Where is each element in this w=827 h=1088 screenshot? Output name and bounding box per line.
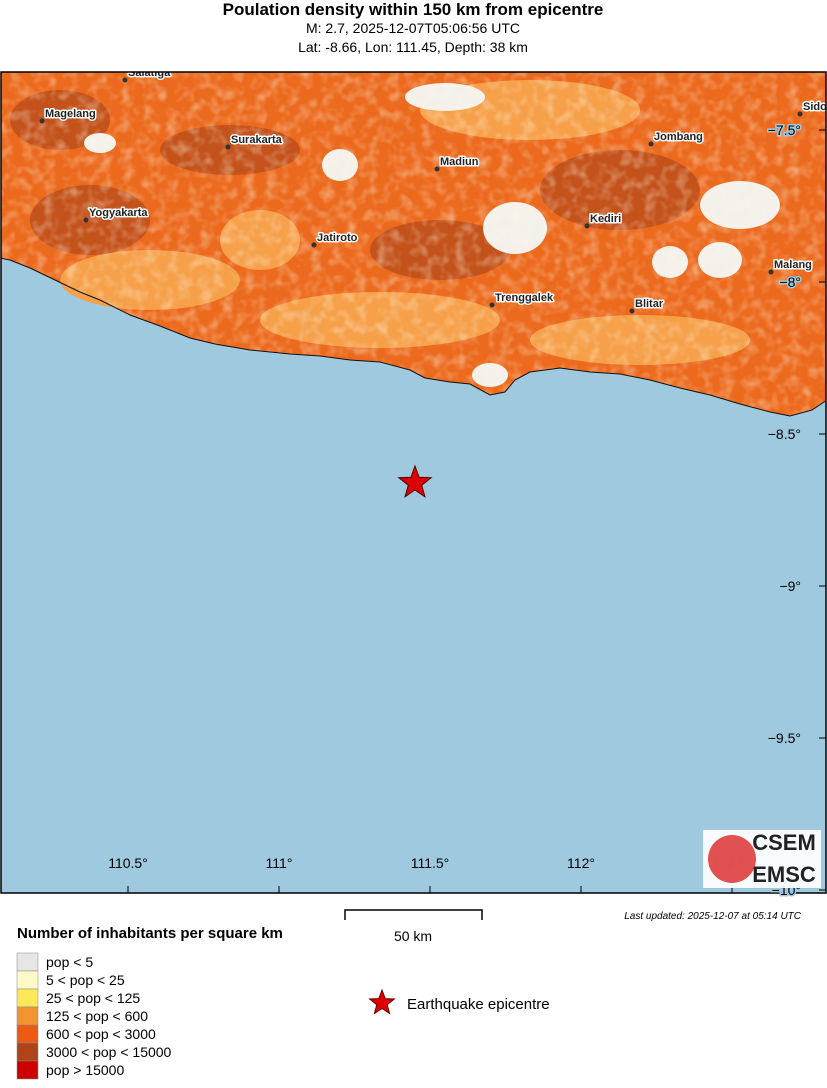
- lon-tick-label: 110.5°: [108, 855, 148, 871]
- scale-bar: 50 km: [345, 910, 482, 944]
- lat-tick-label: −9°: [779, 578, 801, 594]
- city-label: Blitar: [635, 298, 664, 310]
- city-label: Kediri: [590, 213, 621, 225]
- subtitle: Lat: -8.66, Lon: 111.45, Depth: 38 km: [298, 39, 528, 55]
- legend-swatch: [17, 971, 38, 989]
- city-label: Surakarta: [231, 134, 283, 146]
- legend-label: pop > 15000: [46, 1062, 124, 1078]
- legend-label: 125 < pop < 600: [46, 1008, 148, 1024]
- legend-label: 600 < pop < 3000: [46, 1026, 156, 1042]
- city-dot: [798, 112, 803, 117]
- city-label: Jatiroto: [317, 232, 358, 244]
- legend-swatch: [17, 1043, 38, 1061]
- legend-title: Number of inhabitants per square km: [17, 925, 283, 942]
- city-label: Salatiga: [128, 67, 171, 79]
- legend-swatch: [17, 953, 38, 971]
- lat-tick-label: −9.5°: [768, 730, 801, 746]
- lon-tick-label: 112°: [567, 855, 595, 871]
- city-dot: [123, 78, 128, 83]
- city-label: Malang: [774, 259, 812, 271]
- city-dot: [769, 270, 774, 275]
- legend-label: 25 < pop < 125: [46, 990, 140, 1006]
- city-dot: [226, 145, 231, 150]
- city-dot: [649, 142, 654, 147]
- subtitle: M: 2.7, 2025-12-07T05:06:56 UTC: [306, 20, 520, 36]
- lon-tick-label: 111.5°: [411, 855, 450, 871]
- epicentre-legend: Earthquake epicentre: [370, 990, 550, 1014]
- logo: CSEM EMSC: [703, 830, 821, 888]
- city-dot: [40, 119, 45, 124]
- epicentre-label: Earthquake epicentre: [407, 996, 550, 1013]
- last-updated: Last updated: 2025-12-07 at 05:14 UTC: [624, 911, 802, 922]
- legend-label: pop < 5: [46, 954, 93, 970]
- legend: pop < 5 5 < pop < 25 25 < pop < 125 125 < p…: [17, 953, 172, 1079]
- legend-swatch: [17, 1025, 38, 1043]
- city-label: Magelang: [45, 108, 96, 120]
- city-label: Trenggalek: [495, 292, 554, 304]
- legend-label: 5 < pop < 25: [46, 972, 125, 988]
- lat-tick-label: −8.5°: [768, 426, 801, 442]
- legend-swatch: [17, 1007, 38, 1025]
- city-label: Sido: [803, 101, 827, 113]
- lon-tick-label: 111°: [266, 855, 293, 871]
- city-dot: [630, 309, 635, 314]
- city-dot: [490, 303, 495, 308]
- logo-text: CSEM: [752, 830, 816, 855]
- city-dot: [84, 218, 89, 223]
- city-label: Jombang: [654, 131, 703, 143]
- city-dot: [435, 167, 440, 172]
- city-label: Yogyakarta: [89, 207, 148, 219]
- map: Salatiga Magelang Surakarta Madiun Jombang Si…: [0, 67, 827, 893]
- legend-swatch: [17, 989, 38, 1007]
- lat-tick-label: −8°: [779, 274, 801, 290]
- title: Poulation density within 150 km from epi…: [223, 0, 604, 19]
- city-dot: [585, 224, 590, 229]
- lat-tick-label: −7.5°: [768, 122, 801, 138]
- logo-text: EMSC: [752, 862, 816, 887]
- legend-swatch: [17, 1061, 38, 1079]
- city-label: Madiun: [440, 156, 479, 168]
- city-dot: [312, 243, 317, 248]
- legend-label: 3000 < pop < 15000: [46, 1044, 172, 1060]
- scale-label: 50 km: [394, 928, 432, 944]
